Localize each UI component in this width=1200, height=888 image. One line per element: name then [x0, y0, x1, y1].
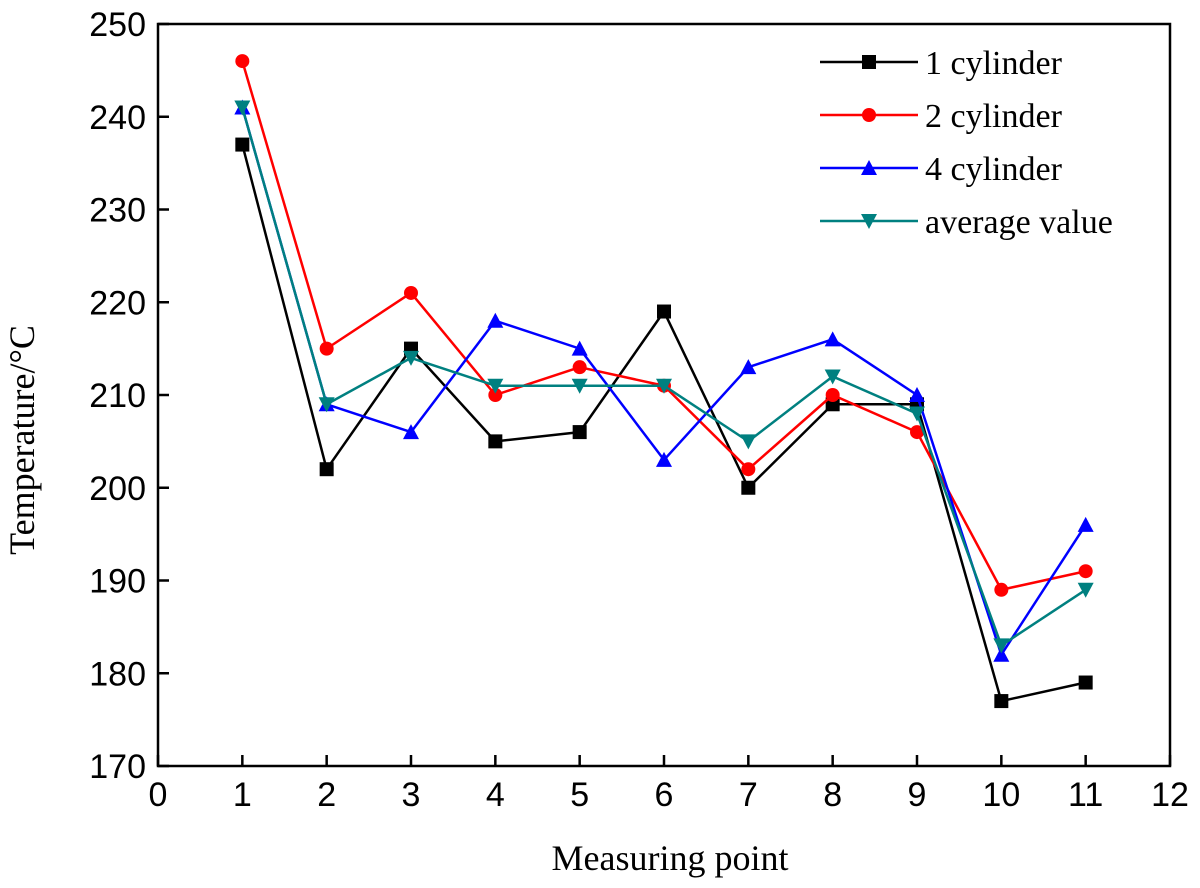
x-tick-label-4: 4 — [486, 776, 505, 814]
data-point-s2-3 — [404, 285, 418, 300]
y-tick-label-240: 240 — [89, 99, 146, 137]
plot-frame — [156, 22, 1172, 768]
y-axis-title: Temperature/°C — [2, 325, 42, 555]
data-point-s1-5 — [572, 425, 587, 440]
data-point-s3-9 — [909, 387, 925, 402]
data-point-s4-3 — [403, 350, 419, 366]
data-point-s3-11 — [1077, 516, 1094, 532]
data-point-s2-2 — [319, 341, 334, 356]
x-tick-label-0: 0 — [149, 776, 168, 814]
x-tick-label-6: 6 — [655, 776, 674, 814]
x-tick-label-9: 9 — [908, 776, 927, 814]
data-point-s4-9 — [909, 406, 925, 422]
legend-label-1: 1 cylinder — [925, 45, 1063, 82]
y-tick-label-170: 170 — [89, 748, 146, 786]
plot-area — [234, 54, 1094, 709]
data-point-s3-5 — [571, 340, 588, 356]
data-point-s4-2 — [318, 397, 335, 413]
x-tick-label-5: 5 — [570, 776, 589, 814]
data-point-s3-3 — [403, 424, 419, 440]
data-point-s2-1 — [235, 54, 250, 69]
x-tick-label-12: 12 — [1151, 776, 1189, 814]
y-tick-label-200: 200 — [89, 470, 146, 508]
data-point-s4-7 — [740, 434, 757, 450]
data-point-s4-8 — [824, 369, 841, 385]
data-point-s4-6 — [656, 378, 672, 394]
series-line-2 — [241, 60, 1086, 592]
legend-label-4: average value — [925, 204, 1113, 241]
data-point-s2-11 — [1078, 564, 1093, 579]
y-tick-label-230: 230 — [89, 192, 146, 230]
y-tick-label-210: 210 — [89, 377, 146, 415]
y-tick-label-190: 190 — [89, 563, 146, 601]
legend-marker-3 — [861, 160, 877, 175]
data-point-s1-4 — [488, 434, 503, 449]
x-tick-label-10: 10 — [982, 776, 1020, 814]
data-point-s2-8 — [825, 388, 840, 402]
x-tick-label-8: 8 — [823, 776, 842, 814]
data-point-s1-2 — [319, 462, 334, 477]
x-tick-label-2: 2 — [317, 776, 336, 814]
x-tick-label-11: 11 — [1068, 776, 1103, 814]
legend-marker-2 — [862, 108, 876, 122]
data-point-s4-10 — [993, 638, 1010, 654]
y-tick-label-250: 250 — [89, 6, 146, 44]
data-point-s3-8 — [824, 331, 841, 347]
data-point-s2-7 — [741, 462, 756, 477]
legend-marker-4 — [861, 214, 877, 229]
data-point-s2-10 — [994, 582, 1009, 597]
x-tick-label-7: 7 — [739, 776, 758, 814]
y-tick-label-220: 220 — [89, 284, 146, 322]
y-tick-label-180: 180 — [89, 655, 146, 693]
x-tick-label-1: 1 — [233, 776, 252, 814]
x-tick-label-3: 3 — [402, 776, 421, 814]
data-point-s4-11 — [1077, 582, 1094, 598]
data-point-s2-4 — [488, 388, 503, 402]
data-point-s3-10 — [993, 646, 1010, 662]
data-point-s2-5 — [572, 360, 587, 375]
axes: 0 1 2 3 4 5 6 7 8 9 10 11 12170180190200210220230240… — [89, 6, 1189, 814]
data-point-s1-10 — [994, 694, 1009, 709]
data-point-s3-4 — [487, 312, 504, 328]
data-point-s4-4 — [487, 378, 504, 394]
data-point-s1-7 — [741, 480, 756, 495]
data-point-s4-5 — [571, 378, 588, 394]
legend-label-2: 2 cylinder — [925, 98, 1063, 135]
legend: 1 cylinder 2 cylinder 4 cylinder average va… — [820, 45, 1113, 241]
data-point-s1-1 — [235, 137, 250, 152]
data-point-s1-6 — [657, 304, 671, 319]
data-point-s3-6 — [656, 451, 672, 467]
data-point-s3-7 — [740, 359, 757, 375]
x-axis-title: Measuring point — [552, 838, 789, 878]
data-point-s4-1 — [234, 100, 251, 116]
data-point-s1-11 — [1078, 675, 1093, 690]
legend-label-3: 4 cylinder — [925, 151, 1063, 188]
data-point-s2-9 — [910, 425, 924, 440]
series-line-4 — [241, 107, 1087, 647]
legend-marker-1 — [862, 55, 876, 69]
